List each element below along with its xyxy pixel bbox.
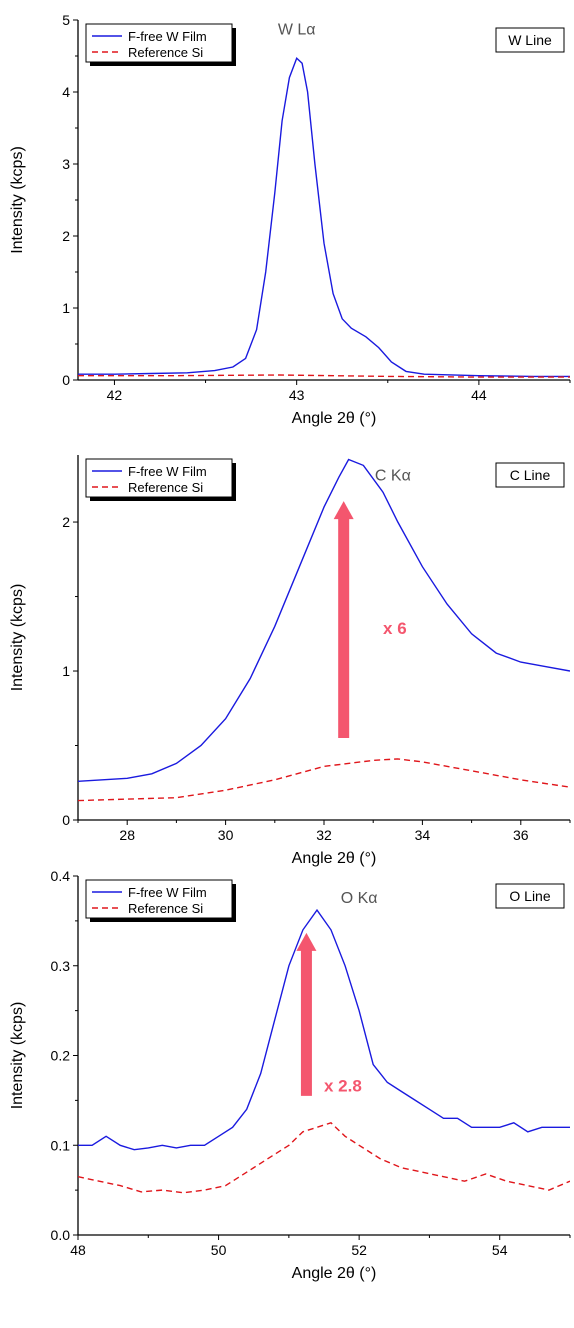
x-axis-label: Angle 2θ (°) (292, 1265, 377, 1282)
y-tick-label: 1 (62, 663, 70, 679)
line-label-box (495, 27, 565, 53)
legend-box (85, 23, 233, 63)
legend-box (85, 458, 233, 498)
peak-label: O Kα (341, 890, 378, 907)
legend-box (85, 879, 233, 919)
annotation-multiplier: x 2.8 (324, 1076, 362, 1095)
x-tick-label: 54 (492, 1242, 508, 1258)
line-label: W Line (508, 32, 552, 48)
chart-3: 48 50 52 54 0.0 0.1 0.2 0.3 0.4 Angle 2θ (°) Inten… (9, 868, 571, 1282)
chart-1: 42 43 44 0 1 2 3 4 5 Angle 2θ (°) Intensity (kcps)… (9, 12, 571, 427)
y-tick-label: 4 (62, 84, 70, 100)
y-tick-label: 3 (62, 156, 70, 172)
x-tick-label: 36 (513, 827, 529, 843)
y-axis-label: Intensity (kcps) (9, 1002, 26, 1110)
y-tick-label: 0.1 (51, 1137, 71, 1153)
y-tick-label: 5 (62, 12, 70, 28)
x-tick-label: 43 (289, 387, 305, 403)
peak-label: W Lα (278, 21, 316, 38)
y-tick-label: 0 (62, 372, 70, 388)
legend-label: F-free W Film (128, 29, 207, 44)
line-label: C Line (510, 467, 551, 483)
legend-label: F-free W Film (128, 885, 207, 900)
line-label-box (495, 883, 565, 909)
y-tick-label: 0.4 (51, 868, 71, 884)
series-line-reference-si (78, 374, 570, 378)
y-tick-label: 0.0 (51, 1227, 71, 1243)
x-tick-label: 30 (218, 827, 234, 843)
y-tick-label: 0.2 (51, 1048, 71, 1064)
series-line-reference-si (78, 1122, 570, 1194)
peak-label: C Kα (375, 467, 411, 484)
x-tick-label: 52 (351, 1242, 367, 1258)
annotation-arrow-head (296, 932, 317, 951)
series-line-w-film (78, 458, 570, 782)
x-tick-label: 28 (119, 827, 135, 843)
annotation-multiplier: x 6 (383, 619, 407, 638)
x-tick-label: 42 (107, 387, 123, 403)
legend-label: F-free W Film (128, 464, 207, 479)
y-tick-label: 0.3 (51, 958, 71, 974)
x-tick-label: 50 (211, 1242, 227, 1258)
x-tick-label: 44 (471, 387, 487, 403)
x-tick-label: 34 (415, 827, 431, 843)
line-label: O Line (509, 888, 550, 904)
legend-label: Reference Si (128, 901, 203, 916)
series-line-w-film (78, 908, 570, 1151)
y-tick-label: 2 (62, 228, 70, 244)
y-axis-label: Intensity (kcps) (9, 584, 26, 692)
series-line-w-film (78, 56, 570, 378)
y-tick-label: 0 (62, 812, 70, 828)
y-axis-label: Intensity (kcps) (9, 146, 26, 254)
x-axis-label: Angle 2θ (°) (292, 850, 377, 867)
x-tick-label: 48 (70, 1242, 86, 1258)
legend-label: Reference Si (128, 45, 203, 60)
x-tick-label: 32 (316, 827, 332, 843)
y-tick-label: 2 (62, 514, 70, 530)
legend-label: Reference Si (128, 480, 203, 495)
line-label-box (495, 462, 565, 488)
x-axis-label: Angle 2θ (°) (292, 410, 377, 427)
annotation-arrow-head (333, 501, 354, 520)
series-line-reference-si (78, 758, 570, 802)
y-tick-label: 1 (62, 300, 70, 316)
chart-2: 28 30 32 34 36 0 1 2 Angle 2θ (°) Intensity (kcps… (9, 455, 571, 867)
